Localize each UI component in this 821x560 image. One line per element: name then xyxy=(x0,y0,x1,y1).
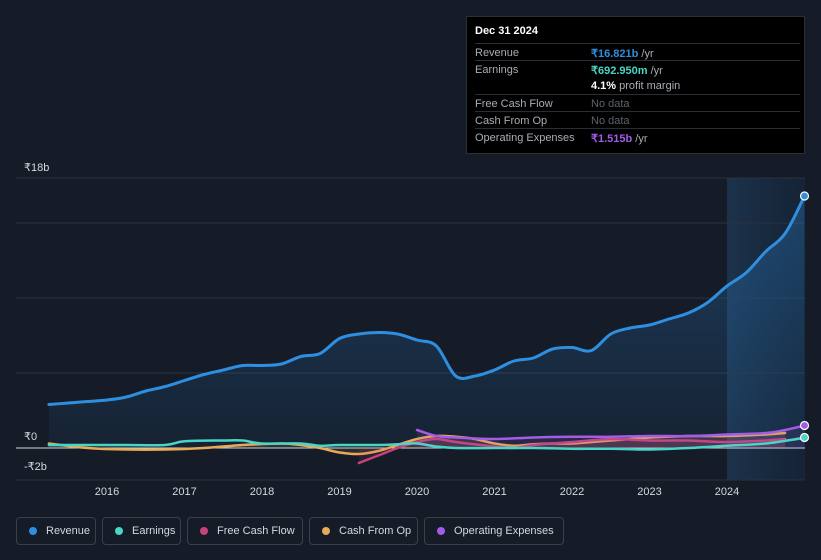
x-tick-label: 2019 xyxy=(327,486,351,498)
legend-item-cash-from-op[interactable]: Cash From Op xyxy=(309,517,418,545)
series-layer xyxy=(47,191,810,465)
tooltip-unit: profit margin xyxy=(616,80,681,92)
earnings-end-marker xyxy=(799,432,810,443)
revenue-end-marker xyxy=(799,191,810,201)
tooltip-row-value: ₹1.515b /yr xyxy=(591,132,648,145)
tooltip-row: Earnings ₹692.950m /yr xyxy=(475,60,800,78)
revenue-area xyxy=(48,196,805,448)
tooltip-date: Dec 31 2024 xyxy=(475,25,538,37)
tooltip-row-label: Cash From Op xyxy=(475,115,548,127)
operating-expenses-end-marker xyxy=(799,420,810,431)
tooltip-row-label: Revenue xyxy=(475,47,520,59)
legend-label: Free Cash Flow xyxy=(217,525,295,537)
tooltip-row: Revenue ₹16.821b /yr xyxy=(475,43,800,61)
y-label-zero: ₹0 xyxy=(24,431,37,443)
free-cash-flow-area xyxy=(358,438,786,463)
tooltip-row-value: ₹16.821b /yr xyxy=(591,47,654,60)
legend-label: Earnings xyxy=(132,525,176,537)
tooltip-row-label: Earnings xyxy=(475,64,519,76)
tooltip-value: No data xyxy=(591,115,630,127)
legend-dot-icon xyxy=(200,527,208,535)
tooltip-value: ₹692.950m xyxy=(591,65,648,77)
tooltip-row-label: Free Cash Flow xyxy=(475,98,553,110)
tooltip-panel: Dec 31 2024 Revenue ₹16.821b /yr Earnings ₹… xyxy=(466,16,805,154)
legend-item-free-cash-flow[interactable]: Free Cash Flow xyxy=(187,517,303,545)
tooltip-row: Cash From Op No data xyxy=(475,111,800,129)
y-label-bottom: -₹2b xyxy=(24,461,47,473)
x-tick-label: 2023 xyxy=(637,486,661,498)
legend-label: Cash From Op xyxy=(339,525,412,537)
legend-label: Revenue xyxy=(46,525,91,537)
tooltip-unit: /yr xyxy=(638,48,654,60)
tooltip-value: 4.1% xyxy=(591,80,617,92)
tooltip-row-value: ₹692.950m /yr xyxy=(591,64,663,77)
legend-item-earnings[interactable]: Earnings xyxy=(102,517,181,545)
x-tick-label: 2022 xyxy=(560,486,584,498)
tooltip-unit: /yr xyxy=(647,65,663,77)
x-tick-label: 2021 xyxy=(482,486,506,498)
legend-item-revenue[interactable]: Revenue xyxy=(16,517,96,545)
tooltip-row-label: Operating Expenses xyxy=(475,132,575,144)
x-tick-label: 2017 xyxy=(172,486,196,498)
tooltip-row: 4.1% profit margin xyxy=(475,77,800,94)
tooltip-row-value: 4.1% profit margin xyxy=(591,80,680,92)
tooltip-row: Operating Expenses ₹1.515b /yr xyxy=(475,128,800,146)
x-axis-ticks: 2016 2017 2018 2019 2020 2021 2022 2023 2024 xyxy=(95,486,739,498)
legend-dot-icon xyxy=(29,527,37,535)
x-tick-label: 2024 xyxy=(715,486,739,498)
tooltip-row: Free Cash Flow No data xyxy=(475,94,800,112)
x-tick-label: 2018 xyxy=(250,486,274,498)
revenue-line xyxy=(47,194,806,406)
legend-dot-icon xyxy=(322,527,330,535)
x-tick-label: 2016 xyxy=(95,486,119,498)
tooltip-value: No data xyxy=(591,98,630,110)
legend-dot-icon xyxy=(437,527,445,535)
tooltip-value: ₹16.821b xyxy=(591,48,639,60)
x-tick-label: 2020 xyxy=(405,486,429,498)
y-label-top: ₹18b xyxy=(24,162,49,174)
operating-expenses-line xyxy=(415,424,806,441)
earnings-line xyxy=(47,436,806,451)
legend-item-operating-expenses[interactable]: Operating Expenses xyxy=(424,517,564,545)
tooltip-value: ₹1.515b xyxy=(591,133,633,145)
legend-dot-icon xyxy=(115,527,123,535)
operating-expenses-area xyxy=(417,425,805,448)
tooltip-row-value: No data xyxy=(591,115,630,127)
tooltip-row-value: No data xyxy=(591,98,630,110)
legend-label: Operating Expenses xyxy=(454,525,554,537)
tooltip-unit: /yr xyxy=(632,133,648,145)
